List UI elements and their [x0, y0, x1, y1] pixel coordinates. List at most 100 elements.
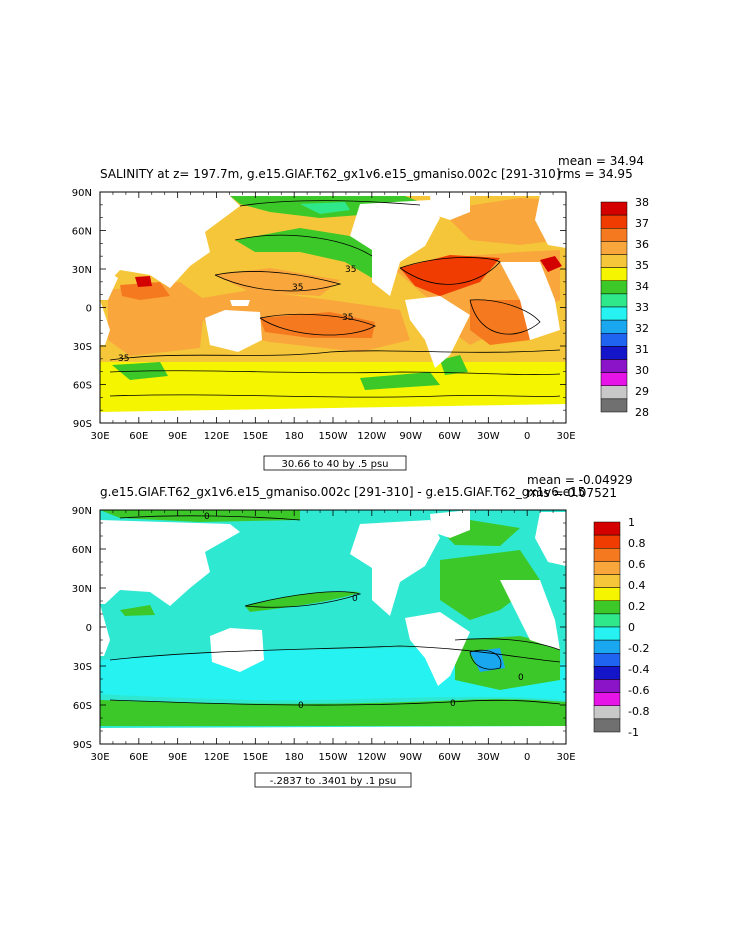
- australia: [210, 628, 264, 672]
- salinity-rms: rms = 34.95: [558, 167, 633, 181]
- patagonian-shelf: [440, 355, 468, 375]
- contour-label: 0: [204, 512, 210, 522]
- contour-label: 35: [118, 354, 129, 364]
- maritime-continent: [230, 300, 250, 306]
- africa-south: [100, 300, 110, 345]
- colorbar-swatch: [593, 679, 621, 693]
- north-america: [350, 520, 440, 616]
- colorbar-swatch: [593, 666, 621, 680]
- colorbar-swatch: [593, 705, 621, 720]
- colorbar-label: 0.2: [628, 600, 646, 613]
- colorbar-label: 29: [635, 385, 649, 398]
- colorbar-label: 0: [628, 621, 635, 634]
- colorbar-label: 0.6: [628, 558, 646, 571]
- salinity-lon-labels: 30E 60E 90E 120E 150E 180 150W 120W 90W 60W 30W 0 30…: [90, 431, 575, 442]
- lon-tick-label: 150E: [243, 431, 268, 442]
- colorbar-swatch: [600, 306, 628, 321]
- colorbar-swatch: [593, 521, 621, 536]
- difference-contour-labels: 0 0 0 0 0: [204, 512, 524, 711]
- salinity-contour-labels: 35 35 35 35: [118, 265, 356, 364]
- colorbar-swatch: [600, 214, 628, 229]
- difference-lon-labels: 30E 60E 90E 120E 150E 180 150W 120W 90W 60W 30W 0 30…: [90, 752, 575, 763]
- salinity-axis-ticks: [99, 191, 567, 424]
- lat-tick-label: 90N: [72, 188, 92, 199]
- lon-tick-label: 120E: [204, 431, 229, 442]
- lon-tick-label: 0: [524, 431, 530, 442]
- europe: [535, 512, 566, 566]
- lat-tick-label: 0: [86, 304, 92, 315]
- lat-tick-label: 90S: [73, 419, 92, 430]
- contour-label: 35: [292, 283, 303, 293]
- difference-mean: mean = -0.04929: [527, 473, 633, 487]
- colorbar-swatch: [593, 626, 621, 641]
- lon-tick-label: 150W: [319, 752, 348, 763]
- lon-tick-label: 90E: [168, 752, 187, 763]
- lon-tick-label: 60W: [438, 752, 461, 763]
- lon-tick-label: 180: [285, 431, 304, 442]
- colorbar-label: 0.4: [628, 579, 646, 592]
- contour-line: [119, 515, 301, 521]
- contour-line: [234, 234, 373, 257]
- colorbar-swatch: [600, 333, 628, 347]
- difference-panel: g.e15.GIAF.T62_gx1v6.e15_gmaniso.002c [2…: [72, 473, 649, 788]
- colorbar-label: 38: [635, 196, 649, 209]
- lat-tick-label: 60N: [72, 545, 92, 556]
- lon-tick-label: 90W: [399, 752, 422, 763]
- salinity-mean: mean = 34.94: [558, 154, 644, 168]
- contour-line: [469, 649, 502, 670]
- contour-label: 0: [450, 699, 456, 709]
- eurasia: [100, 520, 240, 606]
- lon-tick-label: 60E: [129, 431, 148, 442]
- lon-tick-label: 30W: [477, 752, 500, 763]
- lon-tick-label: 90W: [399, 431, 422, 442]
- colorbar-swatch: [593, 613, 621, 628]
- contour-line: [244, 591, 362, 608]
- colorbar-swatch: [593, 692, 621, 706]
- difference-axis-ticks: [99, 509, 567, 745]
- difference-title: g.e15.GIAF.T62_gx1v6.e15_gmaniso.002c [2…: [100, 485, 585, 499]
- lat-tick-label: 0: [86, 623, 92, 634]
- north-atlantic-green: [440, 550, 540, 620]
- difference-lat-labels: 90N 60N 30N 0 30S 60S 90S: [72, 506, 92, 751]
- south-atlantic-gyre: [470, 300, 540, 345]
- colorbar-swatch: [593, 587, 621, 601]
- difference-range-label: -.2837 to .3401 by .1 psu: [270, 776, 397, 787]
- indian-green: [120, 605, 155, 616]
- lon-tick-label: 120W: [357, 431, 386, 442]
- colorbar-swatch: [593, 561, 621, 575]
- colorbar-label: 28: [635, 406, 649, 419]
- north-america: [350, 200, 440, 296]
- lon-tick-label: 90E: [168, 431, 187, 442]
- colorbar-swatch: [600, 280, 628, 295]
- lon-tick-label: 120E: [204, 752, 229, 763]
- contour-label: 0: [352, 594, 358, 604]
- contour-label: 0: [518, 673, 524, 683]
- colorbar-label: 34: [635, 280, 649, 293]
- southern-fresh-2: [360, 372, 440, 390]
- lon-tick-label: 30E: [90, 431, 109, 442]
- difference-colorbar: 1 0.8 0.6 0.4 0.2 0 -0.2 -0.4 -0.6 -0.8 -1: [593, 516, 649, 739]
- colorbar-label: 32: [635, 322, 649, 335]
- lat-tick-label: 30S: [73, 342, 92, 353]
- lat-tick-label: 90N: [72, 506, 92, 517]
- eurasia: [100, 196, 240, 288]
- colorbar-swatch: [600, 372, 628, 386]
- colorbar-label: -0.6: [628, 684, 649, 697]
- colorbar-label: 33: [635, 301, 649, 314]
- lon-tick-label: 150W: [319, 431, 348, 442]
- colorbar-swatch: [600, 293, 628, 308]
- colorbar-label: -0.2: [628, 642, 649, 655]
- mediterranean-outflow: [540, 256, 562, 272]
- lon-tick-label: 30E: [556, 431, 575, 442]
- lat-tick-label: 30S: [73, 662, 92, 673]
- contour-line: [469, 299, 541, 335]
- contour-line: [454, 638, 561, 651]
- africa-north: [100, 196, 118, 300]
- salinity-contours: [109, 200, 561, 398]
- lon-tick-label: 180: [285, 752, 304, 763]
- southern-ocean-band: [100, 362, 566, 412]
- colorbar-swatch: [593, 534, 621, 549]
- colorbar-swatch: [593, 548, 621, 562]
- colorbar-swatch: [600, 241, 628, 255]
- europe: [535, 194, 566, 248]
